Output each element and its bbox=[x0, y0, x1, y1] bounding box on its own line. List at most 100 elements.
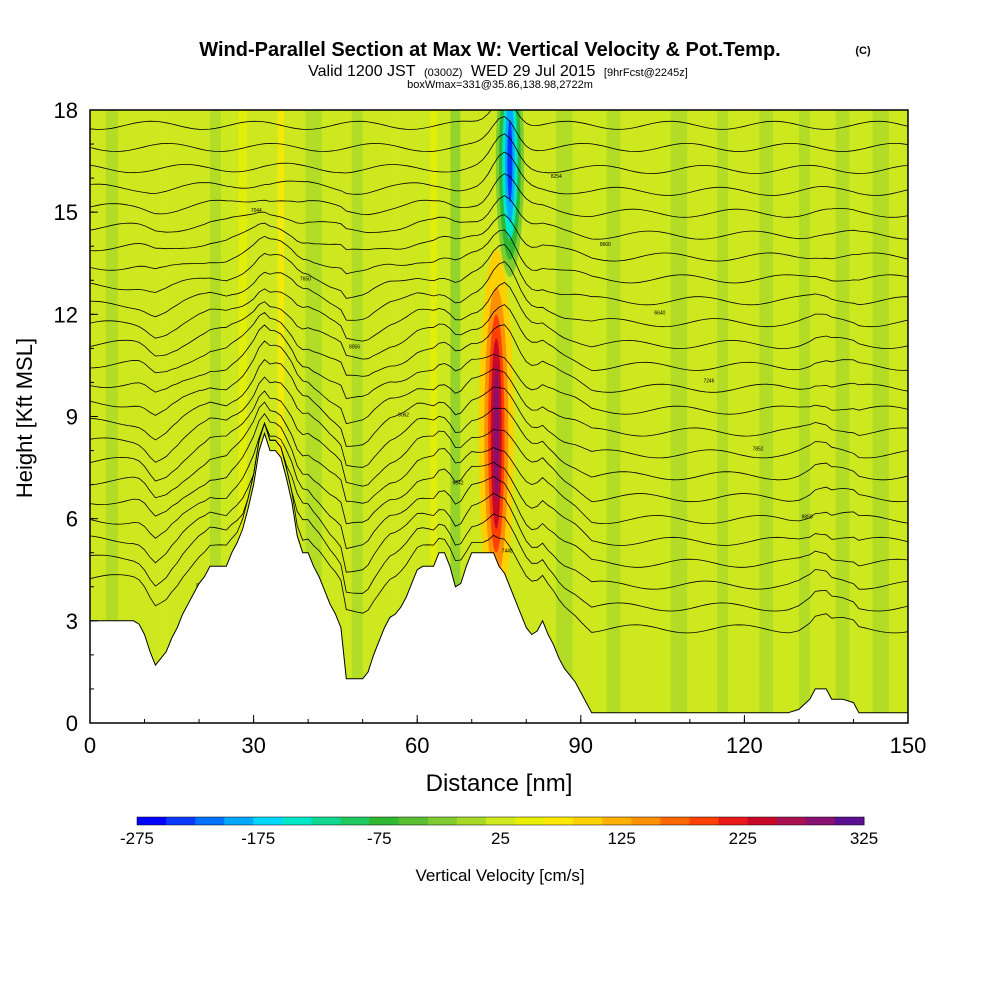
colorbar-swatch bbox=[398, 817, 429, 825]
isentrope-line bbox=[90, 110, 908, 130]
colorbar-swatch bbox=[631, 817, 661, 825]
isentrope-label: 58 bbox=[807, 515, 813, 521]
velocity-streak bbox=[670, 110, 688, 723]
colorbar-frame bbox=[136, 816, 865, 826]
isentrope-label: 62 bbox=[404, 413, 410, 419]
x-tick-label: 0 bbox=[84, 733, 96, 758]
isentrope-line bbox=[90, 151, 908, 196]
copyright-label: (C) bbox=[855, 45, 871, 57]
colorbar-swatch bbox=[805, 817, 836, 825]
colorbar-swatch bbox=[282, 817, 312, 825]
colorbar-swatch bbox=[747, 817, 778, 825]
velocity-streak bbox=[759, 110, 774, 723]
isentrope-label: 82 bbox=[551, 174, 557, 180]
isentrope-line bbox=[90, 116, 908, 152]
isentrope-label: 68 bbox=[453, 481, 459, 487]
isentrope-label: 88 bbox=[802, 515, 808, 521]
isentrope-label: 78 bbox=[753, 447, 759, 453]
velocity-streak bbox=[450, 110, 461, 723]
isentrope-label: 60 bbox=[605, 242, 611, 248]
isentrope-line bbox=[90, 421, 908, 612]
colorbar-swatch bbox=[340, 817, 371, 825]
x-tick-label: 30 bbox=[241, 733, 265, 758]
velocity-streak bbox=[835, 110, 850, 723]
axes: 0 30 60 90 120 150 0 3 6 9 12 15 18 bbox=[54, 98, 927, 758]
utc-label: (0300Z) bbox=[424, 67, 463, 79]
isentrope-line bbox=[90, 376, 908, 481]
terrain bbox=[90, 431, 908, 723]
colorbar-swatch bbox=[369, 817, 400, 825]
isentrope-line bbox=[90, 421, 908, 634]
velocity-streak bbox=[277, 110, 285, 723]
valid-date: WED 29 Jul 2015 bbox=[471, 63, 596, 80]
isentrope-line bbox=[90, 340, 908, 437]
box-wmax-label: boxWmax=331@35.86,138.98,2722m bbox=[407, 79, 593, 91]
velocity-streak bbox=[351, 110, 363, 723]
colorbar-swatch bbox=[311, 817, 342, 825]
velocity-streak bbox=[238, 110, 247, 723]
colorbar-swatch bbox=[834, 817, 865, 825]
isentrope-label: 66 bbox=[654, 310, 660, 316]
isentrope-line bbox=[90, 421, 908, 590]
isentrope-line bbox=[90, 195, 908, 240]
chart-subtitle: Valid 1200 JST (0300Z) WED 29 Jul 2015 [… bbox=[308, 63, 688, 80]
isentrope-label: 56 bbox=[354, 344, 360, 350]
colorbar-label: Vertical Velocity [cm/s] bbox=[415, 866, 584, 885]
isentrope-line bbox=[90, 173, 908, 218]
colorbar-swatch bbox=[456, 817, 487, 825]
isentrope-label: 52 bbox=[758, 447, 764, 453]
x-tick-label: 150 bbox=[890, 733, 927, 758]
isentrope-label: 48 bbox=[507, 549, 513, 555]
forecast-label: [9hrFcst@2245z] bbox=[604, 67, 688, 79]
velocity-streak bbox=[105, 110, 118, 723]
isentrope-line bbox=[90, 281, 908, 350]
velocity-streak bbox=[798, 110, 810, 723]
isentrope-label: 76 bbox=[300, 276, 306, 282]
colorbar-swatch bbox=[253, 817, 283, 825]
colorbar-swatch bbox=[602, 817, 632, 825]
isentrope-label: 46 bbox=[709, 378, 715, 384]
isentrope-label: 74 bbox=[502, 549, 508, 555]
y-tick-label: 0 bbox=[66, 711, 78, 736]
isentrope-contours: 8490868880827876747270686664626058565452… bbox=[90, 110, 908, 634]
velocity-streak bbox=[158, 110, 175, 723]
velocity-streak bbox=[872, 110, 889, 723]
chart-title: Wind-Parallel Section at Max W: Vertical… bbox=[199, 39, 780, 61]
colorbar-tick-label: 25 bbox=[491, 829, 510, 848]
updraft-core bbox=[493, 365, 500, 502]
colorbar-tick-label: -175 bbox=[241, 829, 275, 848]
colorbar-swatch bbox=[718, 817, 749, 825]
isentrope-label: 50 bbox=[305, 276, 311, 282]
isentrope-line bbox=[90, 390, 908, 503]
velocity-streak bbox=[209, 110, 221, 723]
colorbar-swatch bbox=[660, 817, 691, 825]
isentrope-label: 70 bbox=[251, 208, 257, 214]
isentrope-label: 90 bbox=[398, 413, 404, 419]
isentrope-label: 86 bbox=[600, 242, 606, 248]
colorbar-swatch bbox=[224, 817, 254, 825]
velocity-streak bbox=[717, 110, 729, 723]
downdraft-core bbox=[507, 120, 513, 202]
y-tick-label: 18 bbox=[54, 98, 78, 123]
colorbar-swatch bbox=[544, 817, 574, 825]
colorbar-swatch bbox=[485, 817, 516, 825]
isentrope-line bbox=[90, 401, 908, 525]
x-tick-label: 120 bbox=[726, 733, 763, 758]
x-tick-label: 90 bbox=[569, 733, 593, 758]
colorbar-swatch bbox=[427, 817, 458, 825]
y-tick-label: 6 bbox=[66, 507, 78, 532]
isentrope-line bbox=[90, 261, 908, 328]
isentrope-line bbox=[90, 413, 908, 546]
x-tick-label: 60 bbox=[405, 733, 429, 758]
isentrope-line bbox=[90, 229, 908, 284]
y-tick-label: 15 bbox=[54, 200, 78, 225]
isentrope-label: 72 bbox=[703, 378, 709, 384]
plot-area: 8490868880827876747270686664626058565452… bbox=[90, 110, 908, 723]
velocity-streak bbox=[606, 110, 621, 723]
isentrope-label: 54 bbox=[556, 174, 562, 180]
velocity-streak bbox=[556, 110, 573, 723]
isentrope-label: 44 bbox=[256, 208, 262, 214]
isentrope-line bbox=[90, 311, 908, 393]
colorbar-tick-label: 225 bbox=[729, 829, 757, 848]
